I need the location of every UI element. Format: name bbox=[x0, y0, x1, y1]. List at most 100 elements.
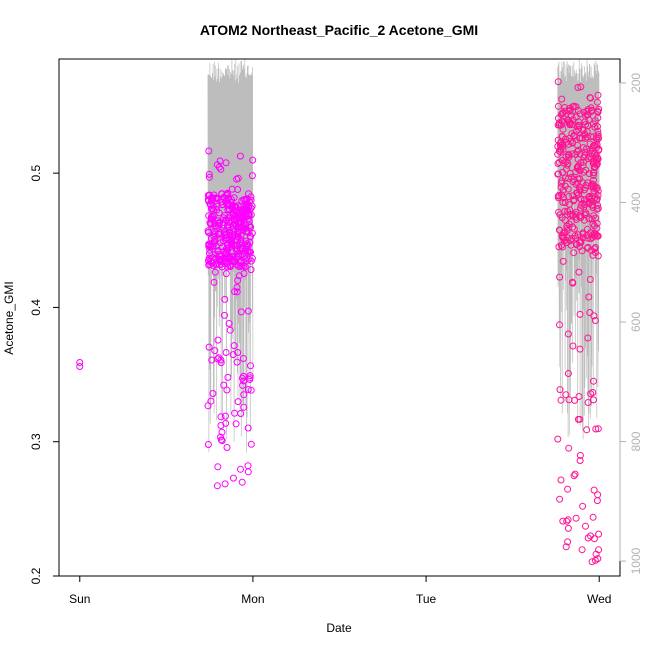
data-point bbox=[563, 161, 571, 169]
data-point bbox=[236, 152, 244, 160]
data-point bbox=[593, 497, 601, 505]
data-point bbox=[247, 233, 254, 241]
data-point bbox=[221, 480, 229, 488]
data-point bbox=[583, 244, 591, 252]
data-point bbox=[217, 413, 225, 421]
y-axis: 0.2 0.3 0.4 0.5 bbox=[29, 164, 60, 584]
data-point bbox=[211, 230, 219, 238]
data-point bbox=[238, 215, 246, 223]
data-point bbox=[571, 470, 579, 478]
data-point bbox=[564, 524, 572, 532]
data-point bbox=[249, 156, 257, 164]
data-point bbox=[215, 354, 223, 362]
right-tick-label: 200 bbox=[629, 73, 643, 93]
data-point bbox=[578, 546, 586, 554]
data-point bbox=[559, 109, 567, 116]
data-point bbox=[247, 193, 255, 201]
data-point bbox=[575, 118, 583, 126]
data-point bbox=[219, 221, 227, 229]
data-point bbox=[233, 284, 241, 291]
data-point bbox=[565, 200, 573, 208]
data-point bbox=[559, 140, 567, 148]
data-point bbox=[574, 231, 582, 239]
data-point bbox=[557, 148, 565, 156]
data-point bbox=[204, 196, 212, 204]
data-point bbox=[565, 193, 573, 200]
data-point bbox=[593, 196, 601, 204]
data-point bbox=[244, 468, 252, 476]
data-point bbox=[240, 262, 247, 270]
data-point bbox=[224, 244, 232, 252]
y-tick-label: 0.2 bbox=[29, 567, 43, 584]
data-point bbox=[229, 474, 237, 482]
data-point bbox=[222, 349, 230, 356]
data-point bbox=[558, 117, 566, 125]
data-point bbox=[239, 226, 247, 234]
data-point bbox=[575, 393, 583, 400]
data-point bbox=[587, 235, 595, 243]
data-point bbox=[581, 131, 589, 139]
data-point bbox=[233, 358, 241, 366]
data-point bbox=[240, 403, 248, 411]
data-point bbox=[213, 482, 221, 490]
data-point bbox=[246, 372, 254, 380]
data-point bbox=[247, 266, 255, 274]
data-point bbox=[558, 95, 566, 103]
data-point bbox=[574, 162, 582, 170]
data-point bbox=[245, 218, 253, 225]
data-point bbox=[211, 228, 219, 235]
data-point bbox=[582, 112, 590, 120]
x-tick-label: Wed bbox=[587, 592, 611, 606]
data-point bbox=[217, 356, 225, 364]
data-point bbox=[571, 396, 579, 404]
right-tick-label: 1000 bbox=[629, 547, 643, 574]
y-tick-label: 0.5 bbox=[29, 164, 43, 181]
data-point bbox=[581, 201, 589, 208]
data-point bbox=[575, 268, 583, 276]
y-tick-label: 0.3 bbox=[29, 433, 43, 450]
data-point bbox=[587, 182, 595, 190]
data-point bbox=[237, 308, 245, 316]
data-point bbox=[563, 211, 571, 219]
data-point bbox=[244, 462, 252, 470]
data-point bbox=[214, 336, 222, 344]
data-point bbox=[576, 310, 584, 318]
data-point bbox=[205, 212, 213, 220]
data-point bbox=[235, 272, 243, 280]
data-point bbox=[590, 176, 597, 184]
data-point bbox=[557, 179, 565, 187]
data-point bbox=[564, 330, 572, 338]
data-point bbox=[594, 187, 602, 195]
data-point bbox=[247, 248, 254, 256]
data-point bbox=[564, 485, 572, 493]
x-tick-label: Tue bbox=[416, 592, 437, 606]
data-point bbox=[221, 412, 229, 420]
data-point bbox=[216, 229, 224, 237]
data-point bbox=[205, 173, 213, 181]
data-point bbox=[580, 168, 588, 176]
data-point bbox=[574, 84, 582, 91]
data-point bbox=[579, 502, 587, 510]
data-point bbox=[228, 185, 236, 193]
data-point bbox=[587, 104, 595, 112]
data-point bbox=[209, 207, 217, 214]
data-point bbox=[236, 263, 244, 271]
data-point bbox=[559, 257, 567, 265]
data-point bbox=[566, 211, 574, 218]
data-point bbox=[576, 150, 584, 158]
data-point bbox=[576, 457, 584, 464]
data-point bbox=[210, 278, 218, 286]
data-point bbox=[562, 391, 570, 399]
data-point bbox=[594, 91, 602, 99]
data-point bbox=[590, 377, 597, 385]
data-point bbox=[594, 205, 602, 212]
data-point bbox=[573, 179, 581, 187]
data-point bbox=[587, 532, 594, 540]
data-point bbox=[217, 433, 224, 441]
data-point bbox=[564, 370, 572, 377]
data-point bbox=[555, 208, 563, 216]
data-point bbox=[572, 213, 580, 221]
data-point bbox=[589, 220, 597, 228]
data-point bbox=[594, 107, 602, 115]
data-point bbox=[554, 102, 562, 110]
